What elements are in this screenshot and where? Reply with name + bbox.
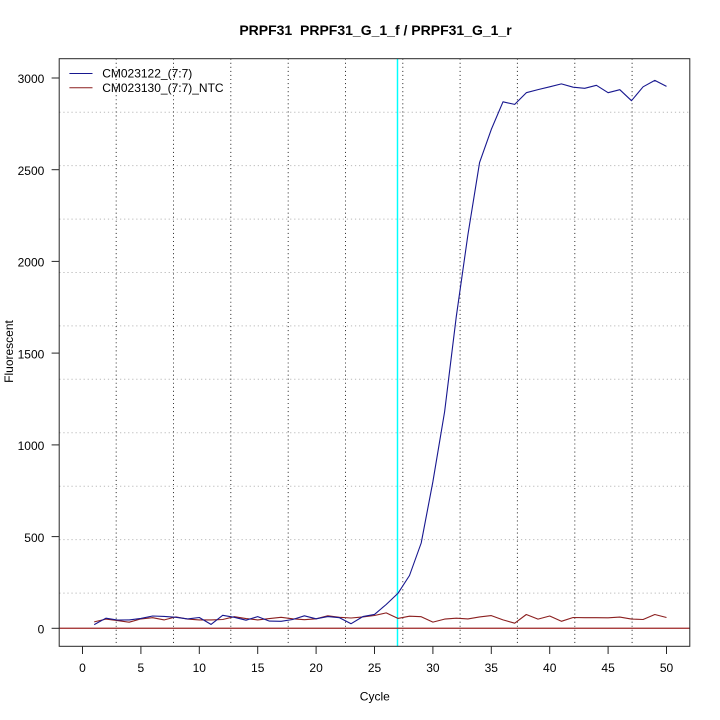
svg-text:500: 500 — [24, 531, 44, 545]
svg-text:30: 30 — [426, 661, 440, 675]
svg-text:Cycle: Cycle — [360, 690, 390, 704]
svg-text:CM023122_(7:7): CM023122_(7:7) — [102, 67, 192, 81]
svg-text:2500: 2500 — [18, 164, 45, 178]
svg-text:3000: 3000 — [18, 72, 45, 86]
svg-text:35: 35 — [485, 661, 499, 675]
svg-text:PRPF31 PRPF31_G_1_f / PRPF31_: PRPF31 PRPF31_G_1_f / PRPF31_G_1_r — [239, 22, 512, 38]
svg-text:20: 20 — [309, 661, 323, 675]
svg-text:10: 10 — [193, 661, 207, 675]
svg-text:45: 45 — [601, 661, 615, 675]
svg-text:50: 50 — [660, 661, 674, 675]
svg-text:2000: 2000 — [18, 256, 45, 270]
svg-text:0: 0 — [38, 623, 45, 637]
svg-text:5: 5 — [138, 661, 145, 675]
svg-text:40: 40 — [543, 661, 557, 675]
svg-text:25: 25 — [368, 661, 382, 675]
svg-text:0: 0 — [79, 661, 86, 675]
svg-text:CM023130_(7:7)_NTC: CM023130_(7:7)_NTC — [102, 81, 224, 95]
svg-text:1000: 1000 — [18, 439, 45, 453]
svg-text:15: 15 — [251, 661, 265, 675]
svg-text:1500: 1500 — [18, 347, 45, 361]
svg-text:Fluorescent: Fluorescent — [2, 319, 16, 382]
